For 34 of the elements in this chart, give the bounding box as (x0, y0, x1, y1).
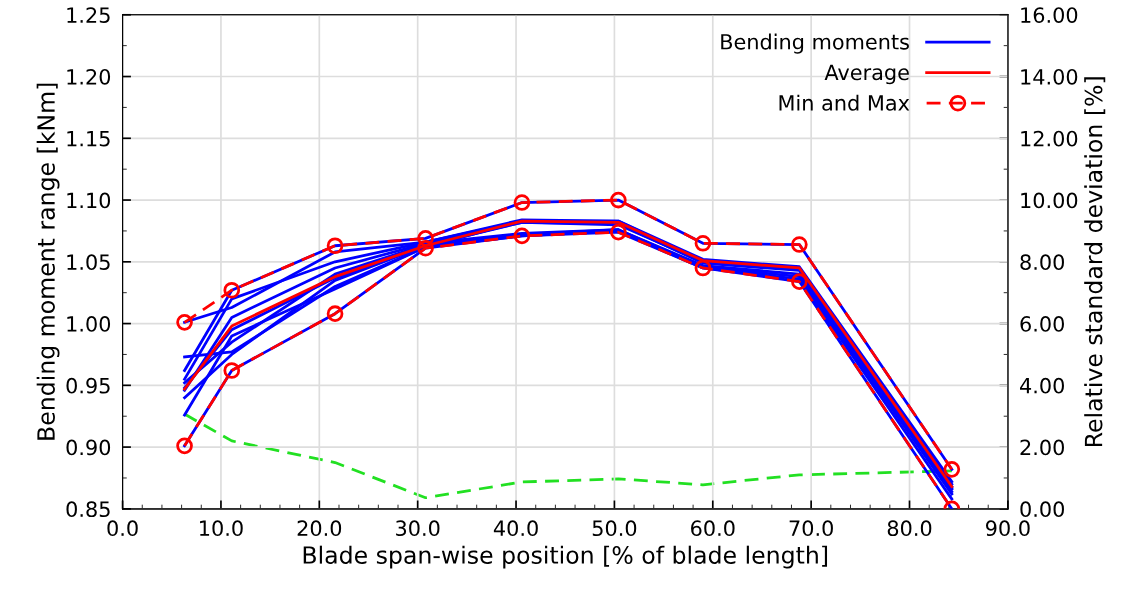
x-tick-label: 20.0 (297, 520, 342, 537)
x-tick-label: 80.0 (887, 520, 932, 537)
y2-tick-label: 0.00 (1020, 501, 1064, 518)
y-tick-label: 1.00 (67, 316, 111, 332)
x-tick-label: 10.0 (200, 520, 243, 537)
y-tick-label: 1.15 (67, 131, 110, 147)
y2-axis-title: Relative standard deviation [%] (1084, 77, 1106, 447)
legend-label: Min and Max (779, 94, 910, 111)
y-axis-title: Bending moment range [kNm] (36, 83, 60, 440)
y2-tick-label: 12.00 (1021, 130, 1078, 147)
x-tick-label: 70.0 (789, 520, 833, 537)
y2-tick-label: 2.00 (1020, 439, 1064, 456)
y2-tick-label: 4.00 (1020, 377, 1064, 394)
x-tick-label: 50.0 (592, 520, 637, 537)
y-tick-label: 1.20 (67, 68, 111, 85)
y2-tick-label: 8.00 (1020, 254, 1064, 271)
y-tick-label: 1.25 (67, 7, 110, 23)
x-axis-title: Blade span-wise position [% of blade length] (303, 545, 828, 569)
legend-label: Bending moments (721, 33, 909, 54)
x-tick-label: 40.0 (493, 520, 538, 537)
x-tick-label: 30.0 (396, 520, 440, 537)
y2-tick-label: 14.00 (1021, 68, 1078, 85)
y2-tick-label: 6.00 (1020, 316, 1064, 332)
y-tick-label: 1.10 (67, 192, 111, 209)
x-tick-label: 90.0 (986, 520, 1030, 537)
y-tick-label: 1.05 (67, 254, 110, 271)
y-tick-label: 0.90 (66, 439, 111, 456)
x-tick-label: 60.0 (691, 520, 735, 537)
legend-label: Average (824, 64, 909, 85)
y2-tick-label: 16.00 (1021, 7, 1078, 23)
y2-tick-label: 10.00 (1021, 192, 1078, 209)
y-tick-label: 0.95 (66, 377, 110, 394)
x-tick-label: 0.0 (107, 520, 138, 537)
y-tick-label: 0.85 (66, 501, 110, 518)
